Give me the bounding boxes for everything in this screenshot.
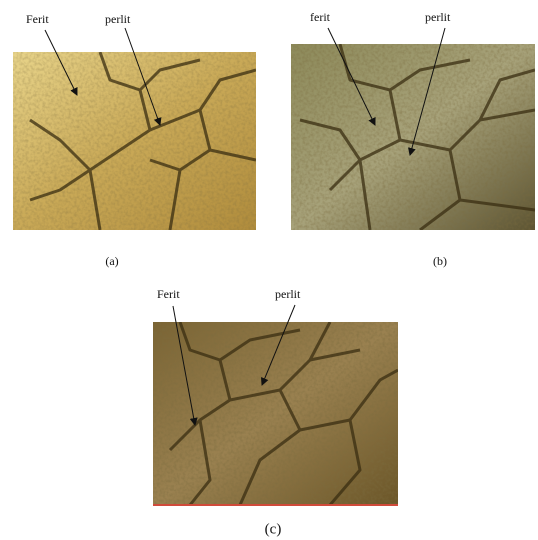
label: Ferit <box>26 12 49 26</box>
caption: (a) <box>105 254 118 268</box>
figure: Ferit perlit (a) ferit perlit (b) Ferit … <box>0 0 538 540</box>
label: ferit <box>310 10 331 24</box>
micrograph-a <box>13 52 256 230</box>
label: perlit <box>105 12 131 26</box>
label: perlit <box>275 287 301 301</box>
caption: (b) <box>433 254 447 268</box>
label: Ferit <box>157 287 180 301</box>
micrograph-b <box>291 44 535 230</box>
label: perlit <box>425 10 451 24</box>
micrograph-c <box>153 322 398 505</box>
caption: (c) <box>265 521 282 537</box>
